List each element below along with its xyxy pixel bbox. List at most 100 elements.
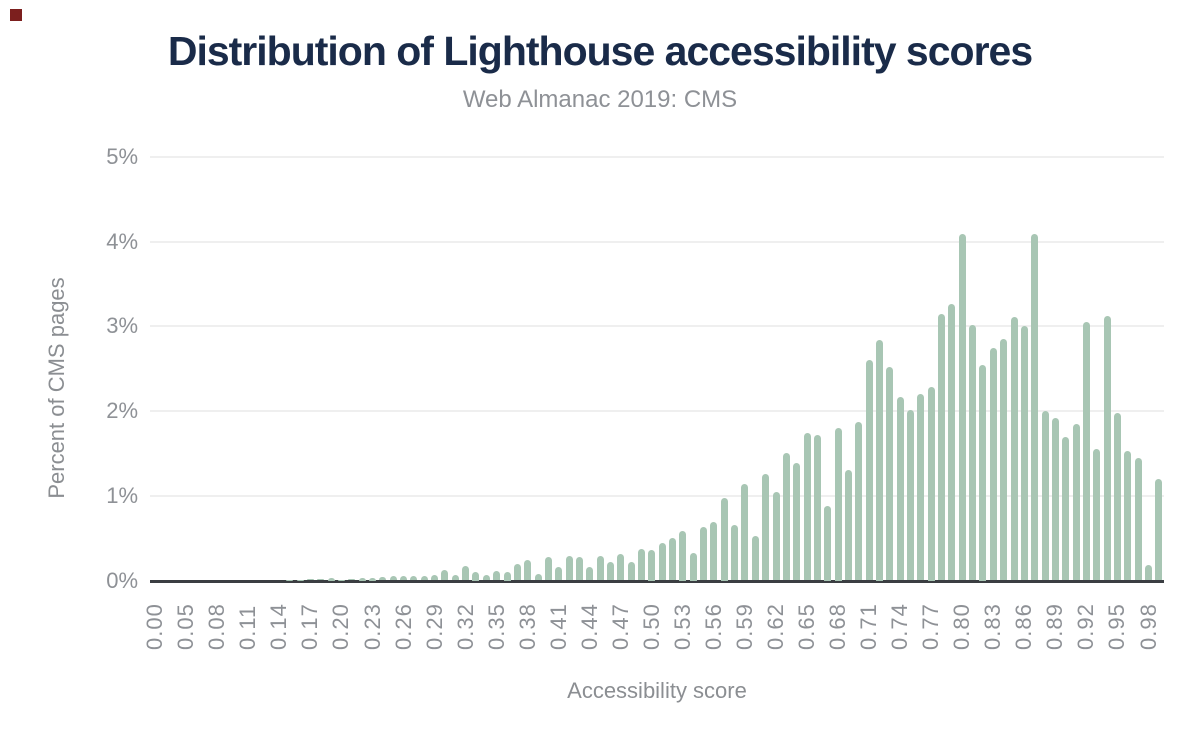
- bar: [658, 543, 666, 581]
- bar: [358, 578, 366, 581]
- bar: [669, 538, 676, 581]
- bar: [431, 575, 438, 581]
- y-tick-label: 3%: [106, 313, 138, 339]
- bar: [1103, 316, 1111, 581]
- bar: [948, 304, 956, 581]
- bar: [896, 396, 904, 581]
- bar: [710, 522, 718, 581]
- bar: [627, 561, 635, 581]
- bar: [565, 555, 573, 581]
- bar: [451, 574, 459, 581]
- bar: [1020, 326, 1028, 581]
- bar: [813, 434, 821, 581]
- gridline: [150, 410, 1164, 413]
- bar: [596, 555, 604, 581]
- x-tick-label: 0.68: [825, 603, 851, 650]
- x-tick-label: 0.77: [918, 603, 944, 650]
- x-axis-title: Accessibility score: [567, 678, 747, 703]
- bar: [544, 556, 552, 581]
- bar: [793, 462, 801, 581]
- bar: [731, 525, 739, 581]
- bar: [803, 433, 811, 581]
- x-tick-label: 0.65: [794, 603, 819, 650]
- x-tick-label: 0.59: [731, 603, 757, 650]
- bar: [1000, 339, 1008, 581]
- bar: [306, 578, 314, 581]
- x-axis-line: [150, 580, 1164, 583]
- x-tick-label: 0.20: [328, 603, 354, 650]
- bar: [493, 571, 501, 581]
- x-tick-label: 0.05: [173, 603, 199, 650]
- x-tick-label: 0.53: [669, 603, 695, 650]
- bar: [679, 530, 687, 581]
- x-tick-label: 0.74: [887, 603, 913, 650]
- bar: [400, 576, 407, 581]
- bar: [472, 572, 480, 581]
- bar: [751, 535, 759, 581]
- bar: [1145, 565, 1152, 581]
- x-tick-label: 0.44: [576, 603, 602, 650]
- bar: [969, 324, 977, 581]
- bar: [855, 422, 863, 581]
- bar: [1082, 322, 1090, 581]
- x-tick-label: 0.11: [235, 604, 261, 650]
- y-axis-title: Percent of CMS pages: [44, 277, 69, 499]
- x-tick-label: 0.62: [763, 603, 788, 650]
- bar: [938, 313, 945, 581]
- bar: [720, 497, 728, 581]
- bar: [524, 560, 532, 581]
- y-tick-label: 0%: [106, 567, 138, 593]
- bar: [907, 410, 914, 581]
- bar: [337, 579, 345, 581]
- bar: [886, 367, 894, 581]
- bar: [1062, 437, 1070, 581]
- bar: [369, 578, 376, 581]
- x-tick-label: 0.08: [204, 603, 230, 650]
- bar: [1093, 449, 1101, 581]
- bar: [606, 561, 614, 581]
- x-tick-label: 0.32: [452, 603, 478, 650]
- x-tick-label: 0.80: [949, 603, 975, 650]
- bar: [410, 576, 418, 581]
- x-tick-label: 0.00: [142, 603, 168, 650]
- x-tick-label: 0.83: [980, 603, 1006, 650]
- bar: [441, 570, 449, 581]
- bar: [989, 348, 997, 581]
- x-tick-label: 0.23: [359, 603, 385, 650]
- bar: [503, 572, 511, 581]
- bar: [1031, 234, 1039, 581]
- x-tick-label: 0.71: [856, 603, 882, 650]
- bar: [762, 473, 770, 581]
- bar: [1124, 450, 1132, 581]
- x-tick-label: 0.86: [1011, 603, 1037, 650]
- bar: [1113, 412, 1121, 581]
- gridline: [150, 325, 1164, 328]
- bar: [741, 483, 749, 581]
- bar: [513, 563, 521, 581]
- y-tick-label: 1%: [106, 482, 138, 508]
- y-tick-label: 5%: [106, 144, 138, 169]
- bar: [617, 554, 625, 581]
- bar: [327, 578, 335, 581]
- y-tick-label: 4%: [106, 228, 138, 254]
- x-tick-label: 0.98: [1135, 603, 1161, 650]
- bar: [420, 576, 428, 581]
- bar: [1010, 317, 1018, 581]
- bar: [379, 577, 387, 581]
- bar: [462, 566, 470, 581]
- bar: [1041, 411, 1049, 581]
- bar: [979, 364, 987, 581]
- bar: [958, 234, 966, 581]
- x-tick-label: 0.38: [514, 603, 540, 650]
- bar: [555, 566, 563, 581]
- bar: [834, 428, 842, 581]
- x-tick-label: 0.35: [483, 603, 509, 650]
- bar: [1134, 457, 1142, 581]
- x-tick-label: 0.17: [297, 603, 323, 650]
- x-tick-label: 0.92: [1073, 603, 1099, 650]
- bar: [534, 573, 542, 581]
- bar: [317, 578, 325, 581]
- bar: [348, 578, 356, 581]
- bar: [844, 470, 852, 581]
